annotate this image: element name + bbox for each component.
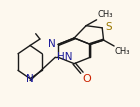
Text: CH₃: CH₃ — [97, 10, 113, 19]
Text: O: O — [83, 74, 91, 84]
Text: N: N — [48, 39, 55, 49]
Text: CH₃: CH₃ — [115, 47, 130, 56]
Text: N: N — [26, 74, 34, 84]
Text: S: S — [105, 22, 112, 32]
Text: HN: HN — [57, 52, 72, 62]
